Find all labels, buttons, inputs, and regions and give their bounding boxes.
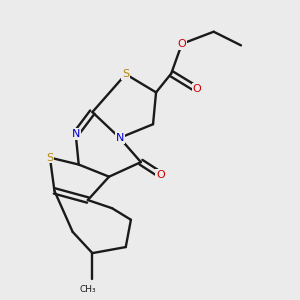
Text: S: S	[46, 153, 53, 163]
Text: O: O	[156, 170, 165, 180]
Text: S: S	[122, 69, 129, 79]
Text: N: N	[71, 129, 80, 139]
Text: CH₃: CH₃	[80, 285, 96, 294]
Text: N: N	[116, 133, 124, 143]
Text: O: O	[178, 39, 186, 49]
Text: O: O	[193, 84, 201, 94]
